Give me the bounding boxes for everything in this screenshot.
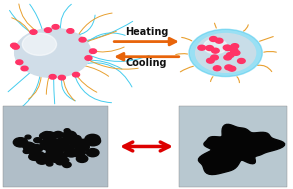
Circle shape: [207, 58, 214, 63]
Circle shape: [89, 49, 96, 53]
Circle shape: [23, 149, 30, 153]
Circle shape: [76, 143, 89, 151]
Circle shape: [224, 46, 232, 50]
Circle shape: [45, 28, 52, 32]
Circle shape: [209, 36, 217, 41]
Circle shape: [43, 143, 54, 150]
Circle shape: [46, 162, 53, 166]
Circle shape: [49, 74, 56, 79]
Circle shape: [211, 55, 218, 60]
Circle shape: [29, 152, 42, 160]
Circle shape: [55, 156, 67, 164]
Circle shape: [40, 139, 55, 149]
Circle shape: [22, 33, 57, 55]
Circle shape: [67, 29, 74, 33]
Circle shape: [15, 28, 91, 77]
Circle shape: [62, 144, 74, 151]
Circle shape: [212, 48, 219, 53]
Circle shape: [47, 133, 54, 138]
Circle shape: [71, 140, 82, 148]
Circle shape: [49, 154, 59, 161]
Circle shape: [36, 157, 47, 164]
Circle shape: [78, 139, 88, 146]
Circle shape: [42, 132, 52, 138]
Circle shape: [41, 142, 54, 150]
Circle shape: [49, 140, 62, 148]
Circle shape: [29, 154, 38, 160]
Circle shape: [198, 45, 205, 50]
Circle shape: [55, 159, 65, 165]
Circle shape: [46, 146, 61, 156]
Circle shape: [62, 158, 69, 163]
Circle shape: [52, 141, 67, 150]
Circle shape: [43, 132, 57, 141]
Circle shape: [189, 29, 262, 77]
Circle shape: [59, 147, 66, 151]
Circle shape: [16, 60, 23, 64]
Circle shape: [230, 48, 238, 53]
Circle shape: [32, 145, 43, 152]
Text: Cooling: Cooling: [126, 58, 167, 68]
Circle shape: [223, 45, 231, 50]
Circle shape: [65, 138, 74, 144]
Circle shape: [71, 135, 81, 142]
Circle shape: [225, 65, 232, 70]
Circle shape: [76, 155, 88, 162]
Circle shape: [62, 131, 76, 140]
Circle shape: [65, 148, 78, 157]
Circle shape: [30, 30, 37, 34]
Circle shape: [36, 152, 44, 157]
Circle shape: [24, 144, 39, 153]
Circle shape: [12, 45, 19, 49]
Circle shape: [46, 132, 52, 136]
Circle shape: [86, 149, 99, 157]
FancyBboxPatch shape: [179, 106, 287, 187]
Circle shape: [52, 25, 59, 29]
Circle shape: [64, 129, 70, 133]
Circle shape: [204, 39, 227, 54]
Circle shape: [63, 147, 69, 151]
Circle shape: [224, 55, 231, 60]
Circle shape: [215, 38, 223, 43]
Circle shape: [228, 66, 236, 71]
Circle shape: [25, 135, 31, 139]
Circle shape: [34, 138, 42, 143]
Circle shape: [63, 162, 71, 167]
Circle shape: [58, 75, 65, 80]
Circle shape: [231, 44, 239, 49]
Circle shape: [79, 37, 86, 42]
Text: Heating: Heating: [125, 27, 168, 37]
Circle shape: [49, 154, 56, 158]
Circle shape: [47, 149, 62, 158]
FancyBboxPatch shape: [3, 106, 108, 187]
Circle shape: [85, 134, 100, 144]
Circle shape: [196, 34, 256, 72]
Circle shape: [49, 139, 58, 146]
Circle shape: [11, 43, 18, 48]
Circle shape: [213, 66, 221, 71]
Circle shape: [23, 142, 35, 150]
Circle shape: [206, 46, 213, 50]
Circle shape: [46, 138, 55, 144]
Circle shape: [42, 153, 56, 162]
Circle shape: [52, 152, 67, 161]
Circle shape: [21, 66, 28, 71]
Circle shape: [232, 50, 240, 55]
Circle shape: [72, 148, 85, 157]
Circle shape: [35, 146, 42, 151]
Circle shape: [53, 131, 63, 138]
Circle shape: [73, 72, 80, 77]
Circle shape: [86, 136, 100, 146]
Circle shape: [226, 53, 234, 57]
Circle shape: [85, 56, 92, 60]
Circle shape: [35, 155, 42, 160]
Circle shape: [13, 138, 28, 147]
Circle shape: [238, 58, 245, 63]
Circle shape: [40, 133, 49, 139]
Circle shape: [51, 157, 59, 162]
Circle shape: [56, 138, 69, 146]
Polygon shape: [198, 124, 285, 174]
